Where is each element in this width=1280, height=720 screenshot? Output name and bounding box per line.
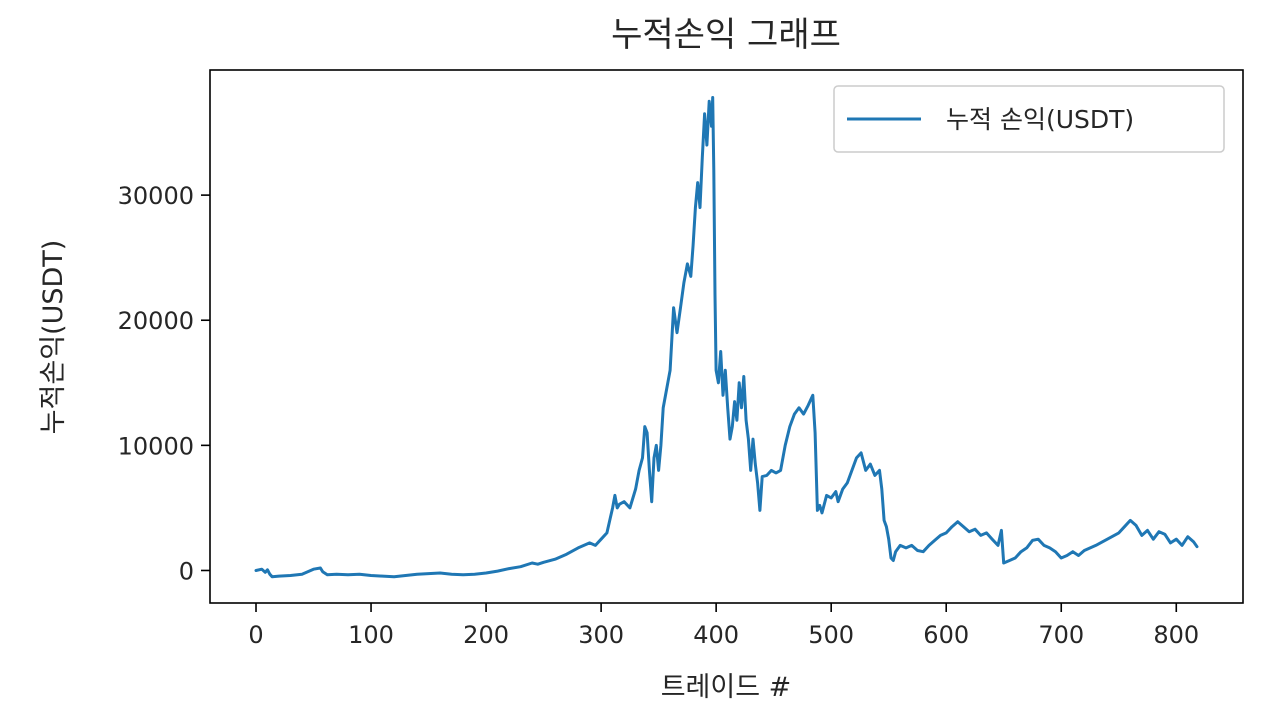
y-axis: 0 10000 20000 30000 (118, 182, 210, 585)
x-tick-label: 400 (693, 621, 739, 649)
y-axis-label: 누적손익(USDT) (38, 240, 69, 435)
series-layer (254, 96, 1199, 579)
x-axis-label: 트레이드 # (661, 672, 792, 703)
x-tick-label: 200 (463, 621, 509, 649)
x-tick-label: 300 (578, 621, 624, 649)
x-tick-label: 100 (348, 621, 394, 649)
legend-label: 누적 손익(USDT) (946, 105, 1134, 134)
x-tick-label: 0 (248, 621, 263, 649)
y-tick-label: 10000 (118, 432, 194, 460)
plot-area (209, 69, 1244, 604)
x-tick-label: 800 (1153, 621, 1199, 649)
chart-title: 누적손익 그래프 (611, 15, 841, 55)
y-tick-label: 0 (179, 557, 194, 585)
legend-box (833, 85, 1225, 153)
y-tick-label: 30000 (118, 182, 194, 210)
series-line-0 (254, 96, 1199, 579)
legend: 누적 손익(USDT) (833, 85, 1225, 153)
x-tick-label: 500 (808, 621, 854, 649)
y-tick-label: 20000 (118, 307, 194, 335)
x-tick-label: 600 (923, 621, 969, 649)
x-tick-label: 700 (1038, 621, 1084, 649)
x-axis: 0 100 200 300 400 500 600 700 800 (248, 603, 1199, 649)
